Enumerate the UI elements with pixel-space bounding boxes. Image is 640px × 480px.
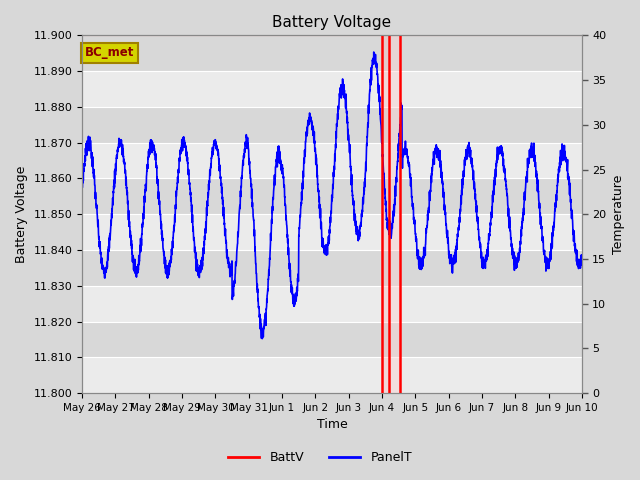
Bar [82,143,582,179]
Bar [82,71,582,107]
Text: BC_met: BC_met [84,46,134,59]
Y-axis label: Temperature: Temperature [612,175,625,254]
Bar [82,286,582,322]
Y-axis label: Battery Voltage: Battery Voltage [15,166,28,263]
X-axis label: Time: Time [317,419,348,432]
Legend: BattV, PanelT: BattV, PanelT [223,446,417,469]
Bar [382,36,388,393]
Bar [388,36,401,393]
Bar [82,357,582,393]
Title: Battery Voltage: Battery Voltage [273,15,392,30]
Bar [82,214,582,250]
